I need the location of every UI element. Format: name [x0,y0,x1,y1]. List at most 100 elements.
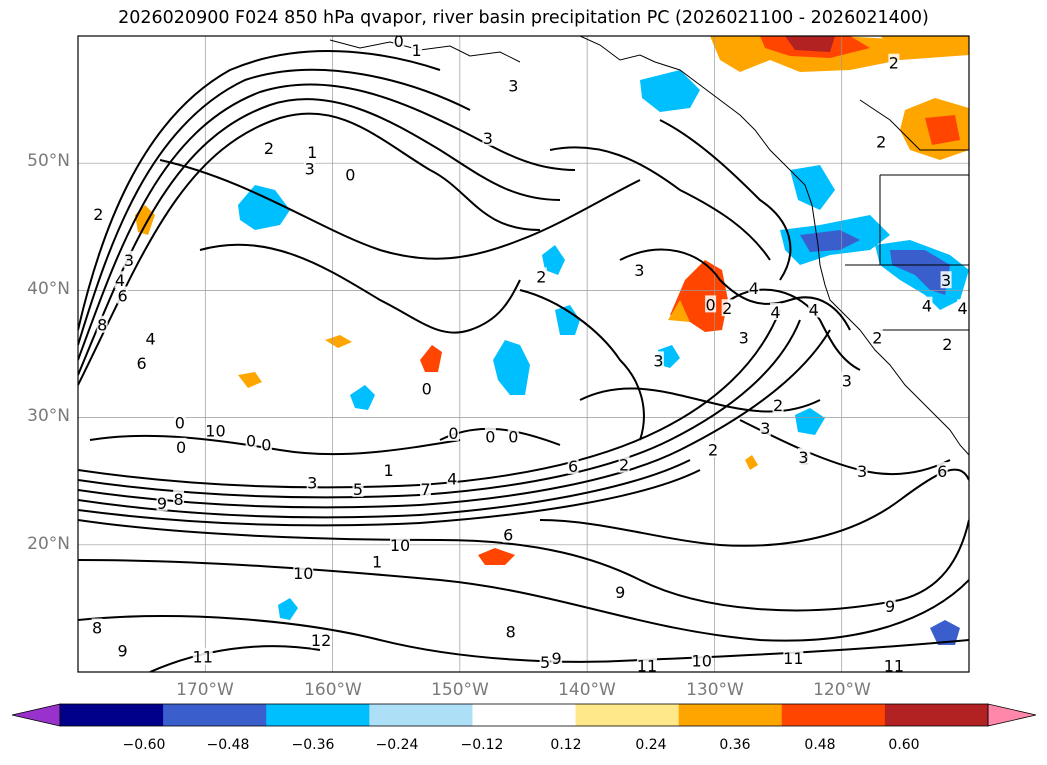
contour-label-bg [614,582,626,600]
contour-label-bg [921,296,933,314]
contour-label: 8 [92,618,102,637]
contour-label: 4 [145,330,155,349]
colorbar-segment [575,704,680,726]
coastline [329,36,969,456]
contour-label: 4 [115,271,125,290]
contour-label: 0 [246,431,256,450]
shade-area [542,245,565,275]
contour-label-bg [352,479,364,497]
contour-label-bg [304,159,316,177]
colorbar-segment [369,704,473,726]
contour-label: 8 [97,316,107,335]
contour-label-bg [738,328,750,346]
colorbar [11,703,1037,727]
contour-label-bg [344,165,356,183]
contour-label: 2 [876,133,886,152]
contour-label-bg [419,479,431,497]
lon-label-130w: 130°W [686,680,744,700]
contour-label-bg [783,649,804,667]
contour-label: 4 [447,470,457,489]
contour-label-bg [507,76,519,94]
plot-frame [77,35,970,673]
contour-label: 6 [117,286,127,305]
lon-label-160w: 160°W [304,680,362,700]
shade-area [800,230,860,252]
contour-label-bg [888,53,900,71]
contour-label: 10 [692,652,712,671]
contour-label: 2 [773,396,783,415]
shade-area [890,250,950,295]
shade-area [930,620,960,645]
contour-label-bg [421,379,433,397]
colorbar-extend-low [11,703,61,727]
contour-label: 11 [783,649,803,668]
contour-label-bg [772,395,784,413]
contour-label-bg [875,132,887,150]
chart-title: 2026020900 F024 850 hPa qvapor, river ba… [118,8,929,28]
contour-label: 4 [958,299,968,318]
contour-label: 2 [264,139,274,158]
contour-labels: 2130234684633320442433232423432622363000… [91,36,969,676]
contour-label-bg [633,261,645,279]
contour-label: 0 [508,428,518,447]
colorbar-tick: 0.12 [550,737,582,753]
contour-label-bg [123,250,135,268]
contour-label: 2 [872,328,882,347]
precipitation-shading [135,36,969,645]
lat-label-40: 40°N [27,279,70,299]
contour-label: 10 [293,564,313,583]
contour-label-bg [174,413,186,431]
contour-label: 4 [749,279,759,298]
contour-label: 0 [345,166,355,185]
contour-label-bg [114,271,126,289]
contour-label: 11 [884,657,904,676]
contour-label-bg [411,40,423,58]
contour-label-bg [117,641,129,659]
contour-label: 4 [809,300,819,319]
contour-label: 2 [942,335,952,354]
contour-label-bg [871,328,883,346]
contour-label-bg [798,448,810,466]
shade-area [238,372,262,388]
contour-label-bg [535,267,547,285]
contour-label: 2 [536,267,546,286]
contour-label-bg [205,421,226,439]
contour-label: 3 [798,448,808,467]
contour-label-bg [808,300,820,318]
colorbar-tick: 0.36 [719,737,751,753]
contour-label: 3 [305,159,315,178]
contour-label-bg [636,656,657,672]
shade-area [785,36,835,52]
contour-label: 9 [157,494,167,513]
contour-label: 3 [842,372,852,391]
contour-label-bg [306,473,318,491]
contour-label: 7 [420,480,430,499]
contour-label: 0 [485,428,495,447]
shade-area [478,548,515,565]
colorbar-frame [59,703,989,727]
contour-label: 12 [311,631,331,650]
qvapor-contours [78,50,969,672]
contour-label: 3 [634,261,644,280]
contour-label: 9 [885,597,895,616]
contour-label-bg [841,371,853,389]
colorbar-tick: −0.36 [291,737,335,753]
contour-label-bg [390,535,411,553]
contour-label: 1 [307,143,317,162]
colorbar-tick: 0.24 [635,737,667,753]
contour-label: 3 [739,328,749,347]
shade-area [555,305,580,335]
colorbar-segment [884,704,989,726]
contour-label-bg [383,460,395,478]
contour-label: 6 [137,354,147,373]
contour-label-bg [883,656,904,672]
lat-label-20: 20°N [27,534,70,554]
contour-label: 0 [175,414,185,433]
contour-label: 4 [922,297,932,316]
contour-label: 0 [448,424,458,443]
contour-label: 1 [411,41,421,60]
shade-area [880,36,969,52]
contour-label: 0 [706,295,716,314]
contour-label: 3 [760,419,770,438]
colorbar-segment [163,704,267,726]
